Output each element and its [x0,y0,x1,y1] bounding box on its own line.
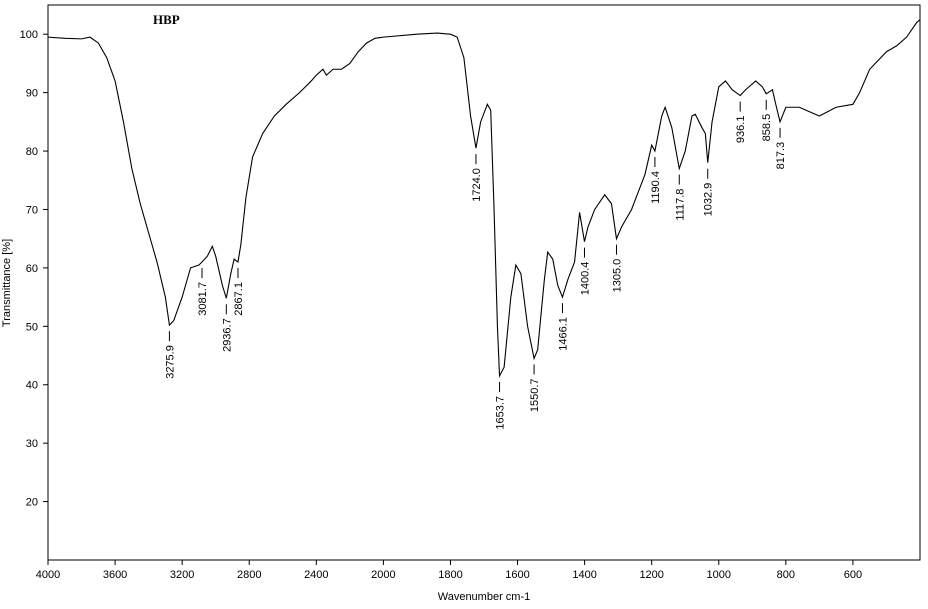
y-tick-label: 30 [26,438,38,450]
x-tick-label: 1600 [505,569,529,581]
peak-label: 817.3 [775,142,787,170]
x-tick-label: 1200 [639,569,663,581]
peak-label: 2867.1 [233,282,245,316]
x-tick-label: 600 [844,569,862,581]
peak-label: 1190.4 [650,171,662,204]
y-tick-label: 60 [26,263,38,275]
peak-label: 1550.7 [529,378,541,412]
y-tick-label: 40 [26,380,38,392]
x-tick-label: 2400 [304,569,328,581]
x-tick-label: 3200 [170,569,194,581]
peak-label: 3081.7 [197,282,209,316]
peak-label: 1400.4 [579,262,591,296]
y-tick-label: 50 [26,321,38,333]
x-tick-label: 1000 [707,569,731,581]
chart-title: HBP [153,12,180,27]
x-tick-label: 800 [777,569,795,581]
x-tick-label: 4000 [36,569,60,581]
peak-label: 1305.0 [611,259,623,293]
spectrum-line [47,19,921,379]
peak-label: 936.1 [735,116,747,144]
x-tick-label: 2000 [371,569,395,581]
x-tick-label: 2800 [237,569,261,581]
peak-label: 858.5 [761,114,773,142]
peak-label: 2936.7 [221,318,233,352]
plot-frame [47,4,921,561]
y-tick-label: 20 [26,497,38,509]
peak-label: 1466.1 [557,317,569,351]
x-tick-label: 3600 [103,569,127,581]
peak-label: 1117.8 [674,189,686,221]
x-tick-label: 1800 [438,569,462,581]
peak-label: 1653.7 [495,396,507,430]
peak-label: 3275.9 [164,345,176,379]
y-tick-label: 70 [26,204,38,216]
y-tick-label: 90 [26,88,38,100]
y-tick-label: 100 [20,29,38,41]
peak-label: 1032.9 [703,183,715,217]
x-tick-label: 1400 [572,569,596,581]
y-tick-label: 80 [26,146,38,158]
peak-label: 1724.0 [471,168,483,202]
x-axis-label: Wavenumber cm-1 [438,591,531,603]
y-axis-label: Transmittance [%] [1,239,13,327]
